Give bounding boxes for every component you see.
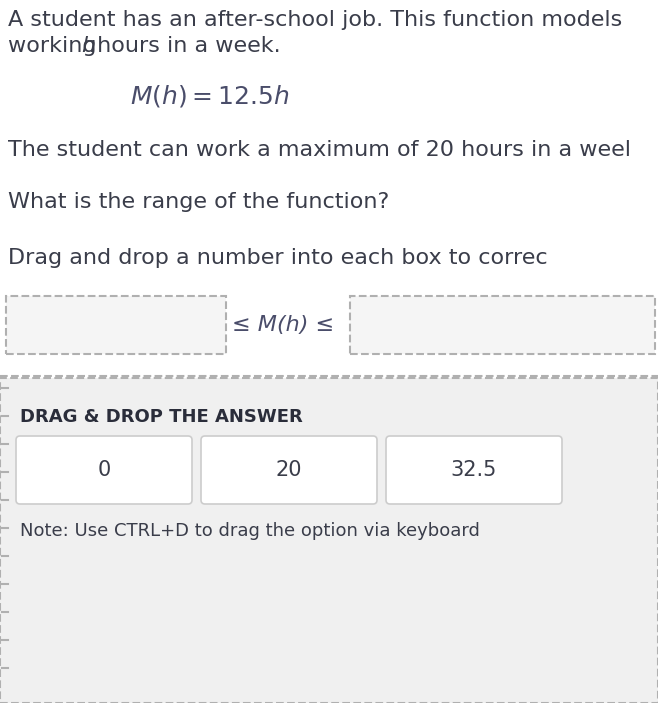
Bar <box>350 296 655 354</box>
Text: Note: Use CTRL+D to drag the option via keyboard: Note: Use CTRL+D to drag the option via … <box>20 522 480 540</box>
FancyBboxPatch shape <box>16 436 192 504</box>
Text: 0: 0 <box>97 460 111 480</box>
FancyBboxPatch shape <box>201 436 377 504</box>
Bar <box>6 296 226 354</box>
Text: Drag and drop a number into each box to correc: Drag and drop a number into each box to … <box>8 248 547 268</box>
Text: $M(h) = 12.5h$: $M(h) = 12.5h$ <box>130 83 290 109</box>
Text: hours in a week.: hours in a week. <box>90 36 280 56</box>
Text: What is the range of the function?: What is the range of the function? <box>8 192 390 212</box>
Text: h: h <box>81 36 95 56</box>
Text: working: working <box>8 36 103 56</box>
Text: ≤ M(h) ≤: ≤ M(h) ≤ <box>232 315 334 335</box>
Text: 20: 20 <box>276 460 302 480</box>
Text: 32.5: 32.5 <box>451 460 497 480</box>
Text: A student has an after-school job. This function models: A student has an after-school job. This … <box>8 10 622 30</box>
FancyBboxPatch shape <box>386 436 562 504</box>
Text: DRAG & DROP THE ANSWER: DRAG & DROP THE ANSWER <box>20 408 303 426</box>
Bar <box>0 378 658 703</box>
Text: The student can work a maximum of 20 hours in a weel: The student can work a maximum of 20 hou… <box>8 140 631 160</box>
